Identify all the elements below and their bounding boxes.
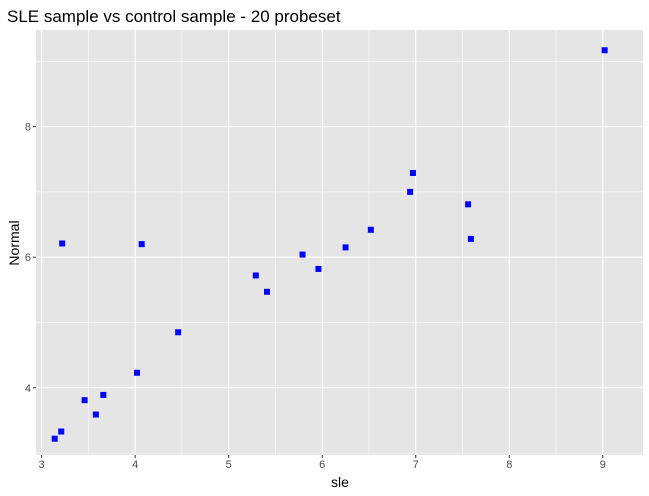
data-point <box>264 288 271 295</box>
x-axis: 3 4 5 6 7 8 9 <box>39 455 606 471</box>
x-axis-title: sle <box>331 474 349 490</box>
data-point <box>342 244 349 251</box>
x-tick-label: 4 <box>132 459 138 471</box>
data-point <box>601 47 608 54</box>
major-gridlines <box>36 30 643 455</box>
data-point <box>409 169 416 176</box>
data-point <box>367 226 374 233</box>
data-point <box>175 329 182 336</box>
x-tick-label: 9 <box>600 459 606 471</box>
y-tick-label: 6 <box>25 252 31 264</box>
data-point <box>92 411 99 418</box>
data-point <box>58 428 65 435</box>
x-tick-label: 5 <box>226 459 232 471</box>
x-tick-label: 6 <box>319 459 325 471</box>
data-point <box>134 369 141 376</box>
data-point <box>315 265 322 272</box>
data-point <box>100 391 107 398</box>
data-point <box>465 201 472 208</box>
data-point <box>467 235 474 242</box>
data-point <box>51 435 58 442</box>
x-tick-label: 8 <box>506 459 512 471</box>
data-point <box>299 251 306 258</box>
data-point <box>407 188 414 195</box>
x-tick-label: 3 <box>39 459 45 471</box>
data-point <box>252 272 259 279</box>
data-point <box>81 397 88 404</box>
data-point <box>59 240 66 247</box>
plot-panel <box>36 30 643 455</box>
data-point <box>138 241 145 248</box>
chart-title: SLE sample vs control sample - 20 probes… <box>7 7 341 26</box>
minor-gridlines <box>36 30 643 455</box>
data-points <box>51 47 608 442</box>
x-tick-label: 7 <box>413 459 419 471</box>
y-axis: 4 6 8 <box>25 122 36 395</box>
y-tick-label: 4 <box>25 383 31 395</box>
y-axis-title: Normal <box>6 220 22 265</box>
y-tick-label: 8 <box>25 122 31 134</box>
